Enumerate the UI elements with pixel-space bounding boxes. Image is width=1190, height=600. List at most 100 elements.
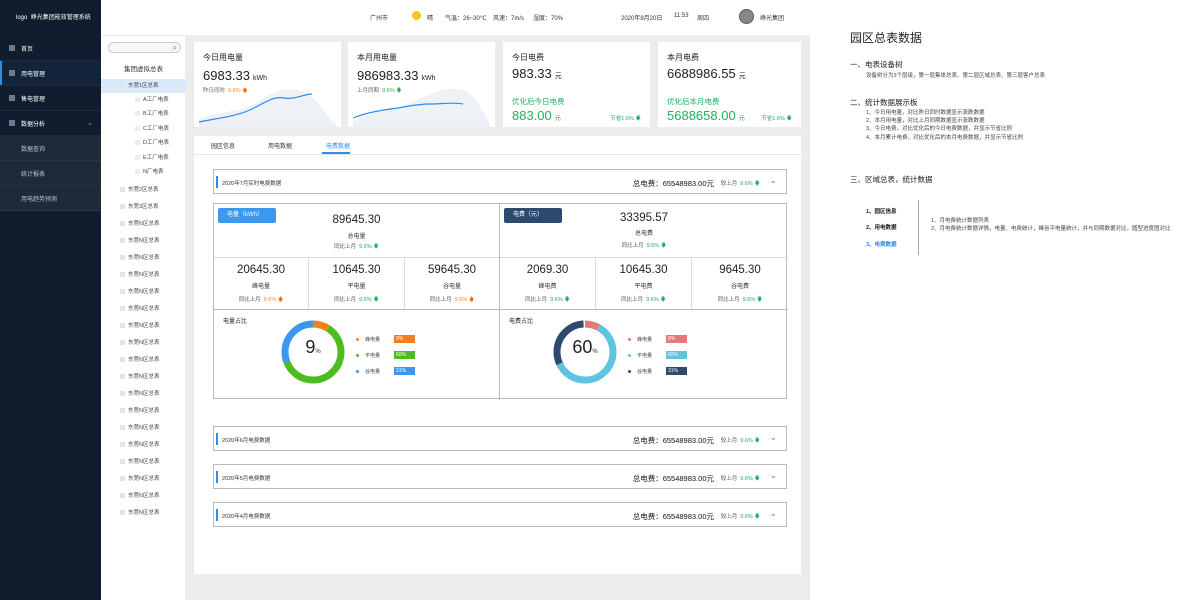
user-name[interactable]: 峥光集团 (760, 16, 785, 22)
doc-line: 4、本月累计电费，对比优化后的本月电费数据，并显示节省比例 (866, 135, 1024, 141)
legend-item: 平电量 (628, 352, 652, 359)
tab-power-data[interactable]: 用电数据 (268, 144, 293, 150)
tree-node[interactable]: 东莞N区总表 (101, 387, 186, 401)
month-accordion-july[interactable]: 2020年7月实时电费数据 总电费：65548983.00元 较上月 9.6% … (213, 169, 787, 194)
optimized-label: 优化后今日电费 (512, 97, 565, 106)
tree-node[interactable]: A工厂电表 (101, 93, 186, 107)
tree-node[interactable]: 东莞N区总表 (101, 336, 186, 350)
tree-node[interactable]: E工厂电表 (101, 151, 186, 165)
legend-item: 峰电量 (356, 336, 380, 343)
node-icon (120, 357, 125, 363)
power-ratio: 电量占比 9% 峰电量 9% 平电量 60% 谷电量 31% (214, 310, 499, 400)
nav-subitem-data-query[interactable]: 数据查询 (0, 136, 101, 161)
legend-item: 谷电量 (628, 368, 652, 375)
month-accordion-june[interactable]: 2020年6月电费数据 总电费：65548983.00元 较上月 9.6% 🡇 … (213, 426, 787, 451)
tree-node[interactable]: 东莞2区总表 (101, 183, 186, 197)
power-pill: 电量（kWh） (218, 208, 276, 223)
sales-icon (9, 95, 15, 101)
chevron-down-icon[interactable]: ⌄ (769, 508, 777, 518)
month-compare: 较上月 9.6% 🡇 (720, 476, 760, 482)
nav-item-data-analysis[interactable]: 数据分析 ⌄ (0, 111, 101, 136)
node-icon (120, 306, 125, 312)
fee-summary: 电费（元） 33395.57 总电费 同比上月 9.6% 🡇 2069.30 峰电… (500, 204, 788, 309)
node-icon (135, 155, 140, 161)
tree-node[interactable]: 东莞N区总表 (101, 421, 186, 435)
sun-icon (412, 11, 421, 20)
tree-node[interactable]: 东莞N区总表 (101, 302, 186, 316)
optimized-value: 5688658.00 元 (667, 108, 745, 123)
tree-node[interactable]: 东莞N区总表 (101, 285, 186, 299)
tree-search-input[interactable]: ⌕ (108, 42, 181, 53)
meter-tree-panel: ⌕ 集团虚拟总表 东莞1区总表 A工厂电表 B工厂电表 C工厂电表 D工厂电表 E工厂电表… (101, 36, 186, 600)
tree-node[interactable]: 东莞N区总表 (101, 353, 186, 367)
month-accordion-may[interactable]: 2020年5月电费数据 总电费：65548983.00元 较上月 9.6% 🡇 … (213, 464, 787, 489)
tree-node[interactable]: N厂电表 (101, 165, 186, 179)
node-icon (135, 140, 140, 146)
cell-label: 谷电量 (442, 284, 461, 290)
tree-node[interactable]: B工厂电表 (101, 107, 186, 121)
doc-title: 园区总表数据 (850, 31, 923, 45)
legend-item: 平电量 (356, 352, 380, 359)
tree-node[interactable]: 东莞N区总表 (101, 489, 186, 503)
tree-node[interactable]: 东莞N区总表 (101, 234, 186, 248)
weekday-label: 周四 (697, 16, 710, 22)
legend-percent: 60% (666, 351, 687, 359)
tree-node[interactable]: 东莞1区总表 (101, 79, 186, 93)
cell-compare: 同比上月 9.6% 🡇 (334, 297, 379, 303)
chevron-down-icon[interactable]: ⌄ (769, 432, 777, 442)
legend-item: 峰电量 (628, 336, 652, 343)
search-icon[interactable]: ⌕ (172, 43, 177, 52)
tree-node[interactable]: 东莞N区总表 (101, 370, 186, 384)
tab-fee-data[interactable]: 电费数据 (326, 144, 351, 150)
legend-percent: 31% (394, 367, 415, 375)
legend-item: 谷电量 (356, 368, 380, 375)
chevron-down-icon[interactable]: ⌄ (769, 470, 777, 480)
tree-node[interactable]: 东莞3区总表 (101, 200, 186, 214)
cell-value: 9645.30 (719, 264, 761, 276)
doc-line: 3、今日电费，对比优化后的今日电费数据，并显示节省比例 (866, 126, 1013, 132)
tree-node[interactable]: 东莞N区总表 (101, 217, 186, 231)
tree-node[interactable]: 东莞N区总表 (101, 319, 186, 333)
tree-node[interactable]: 东莞N区总表 (101, 404, 186, 418)
tree-node[interactable]: D工厂电表 (101, 136, 186, 150)
tree-node[interactable]: 东莞N区总表 (101, 438, 186, 452)
humidity-label: 湿度：70% (533, 16, 564, 22)
tree-node[interactable]: 东莞N区总表 (101, 251, 186, 265)
tree-node[interactable]: 东莞N区总表 (101, 268, 186, 282)
power-ratio-title: 电量占比 (223, 319, 248, 325)
tree-node[interactable]: C工厂电表 (101, 122, 186, 136)
card-title: 本月电费 (667, 53, 699, 62)
fee-donut-chart (553, 320, 617, 384)
doc-section-1: 一、电表设备树 (850, 60, 903, 69)
month-accordion-april[interactable]: 2020年4月电费数据 总电费：65548983.00元 较上月 9.6% 🡇 … (213, 502, 787, 527)
node-icon (120, 187, 125, 193)
nav-subitem-forecast[interactable]: 用电趋势预测 (0, 186, 101, 211)
node-icon (120, 289, 125, 295)
month-label: 2020年5月电费数据 (222, 476, 271, 482)
tree-node[interactable]: 东莞N区总表 (101, 455, 186, 469)
node-icon (120, 510, 125, 516)
tree-node[interactable]: 东莞N区总表 (101, 506, 186, 520)
cell-compare: 同比上月 9.6% 🡇 (525, 297, 570, 303)
arrow-down-icon: 🡇 (660, 297, 666, 303)
node-icon (120, 340, 125, 346)
chevron-down-icon: ⌄ (87, 120, 93, 127)
nav-item-sales-management[interactable]: 售电管理 (0, 86, 101, 111)
avatar[interactable] (739, 9, 754, 24)
chevron-down-icon[interactable]: ⌄ (769, 175, 777, 185)
card-value: 983.33 元 (512, 66, 562, 81)
doc-section-2: 二、统计数据展示板 (850, 98, 918, 107)
fee-pill: 电费（元） (504, 208, 562, 223)
node-icon (120, 425, 125, 431)
arrow-down-icon: 🡇 (373, 297, 379, 303)
annotation-document: 园区总表数据 一、电表设备树 设备树分为3个层级，第一层集体总表、第二层区域总表… (810, 0, 1190, 600)
tree-node[interactable]: 东莞N区总表 (101, 472, 186, 486)
tree-root-title[interactable]: 集团虚拟总表 (124, 66, 163, 73)
saving-ratio: 节省1.6% 🡇 (610, 116, 641, 122)
nav-item-home[interactable]: 首页 (0, 36, 101, 61)
donut-slice (553, 320, 617, 384)
nav-item-power-management[interactable]: 用电管理 (0, 61, 101, 86)
tab-park-info[interactable]: 园区信息 (211, 144, 236, 150)
total-fee-label: 总电费 (634, 231, 653, 237)
nav-subitem-report[interactable]: 统计报表 (0, 161, 101, 186)
